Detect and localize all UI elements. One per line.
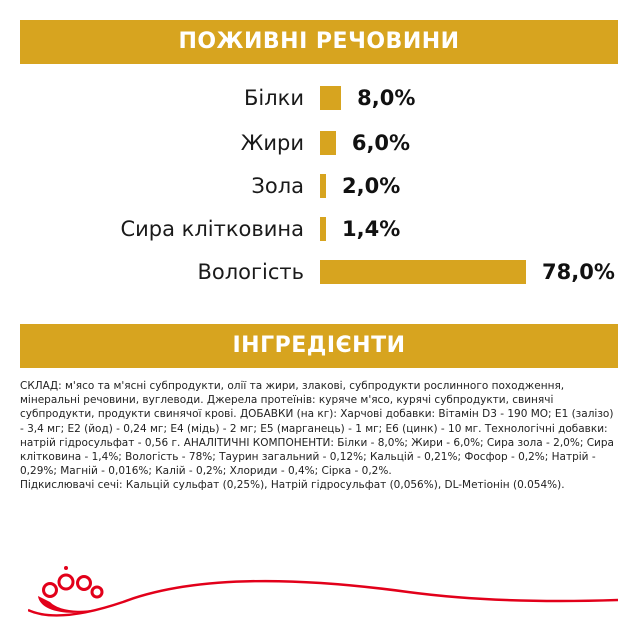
nutrient-value: 6,0% [351, 131, 411, 155]
nutrient-bar [320, 260, 526, 284]
ingredients-text: СКЛАД: м'ясо та м'ясні субпродукти, олії… [20, 379, 618, 493]
nutrient-value: 1,4% [342, 217, 401, 241]
nutrient-label: Зола [251, 174, 304, 198]
nutrient-value: 8,0% [357, 86, 416, 110]
nutrient-bar [320, 86, 342, 110]
nutrient-label: Вологість [197, 260, 304, 284]
nutrients-title-banner: ПОЖИВНІ РЕЧОВИНИ [20, 20, 618, 64]
nutrient-row-ash: Зола 2,0% [0, 168, 640, 204]
nutrient-bar [320, 217, 326, 241]
ingredients-title-banner: ІНГРЕДІЄНТИ [20, 324, 618, 368]
ingredients-title: ІНГРЕДІЄНТИ [232, 333, 406, 358]
nutrient-row-protein: Білки 8,0% [0, 80, 640, 116]
nutrient-row-fat: Жири 6,0% [0, 125, 640, 161]
nutrient-bar [320, 131, 336, 155]
nutrient-label: Білки [244, 86, 304, 110]
nutrient-row-moisture: Вологість 78,0% [0, 254, 640, 290]
nutrient-label: Жири [240, 131, 304, 155]
nutrient-bar [320, 174, 326, 198]
royal-canin-logo [28, 566, 618, 617]
royal-canin-crown-icon [38, 566, 106, 613]
nutrient-label: Сира клітковина [120, 217, 304, 241]
nutrients-title: ПОЖИВНІ РЕЧОВИНИ [178, 29, 460, 54]
composition-paragraph: СКЛАД: м'ясо та м'ясні субпродукти, олії… [20, 380, 614, 478]
nutrient-row-fiber: Сира клітковина 1,4% [0, 211, 640, 247]
brand-swoosh [28, 579, 618, 617]
nutrient-value: 78,0% [542, 260, 615, 284]
acidifiers-paragraph: Підкислювачі сечі: Кальцій сульфат (0,25… [20, 479, 565, 492]
nutrient-value: 2,0% [342, 174, 401, 198]
